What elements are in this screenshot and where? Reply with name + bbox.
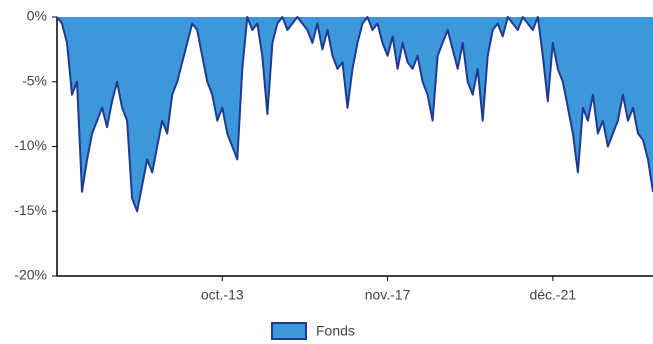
y-tick-label: -20% xyxy=(14,267,47,283)
line xyxy=(56,16,653,213)
y-tick-label: -5% xyxy=(22,72,47,88)
legend-label: Fonds xyxy=(316,323,355,339)
x-tick-label: nov.-17 xyxy=(365,287,411,303)
x-tick-label: déc.-21 xyxy=(529,287,576,303)
x-tick-label: oct.-13 xyxy=(201,287,244,303)
area xyxy=(57,17,653,212)
y-tick-label: -15% xyxy=(14,202,47,218)
legend-swatch xyxy=(271,322,307,340)
y-tick-label: -10% xyxy=(14,137,47,153)
y-tick-label: 0% xyxy=(27,8,47,24)
